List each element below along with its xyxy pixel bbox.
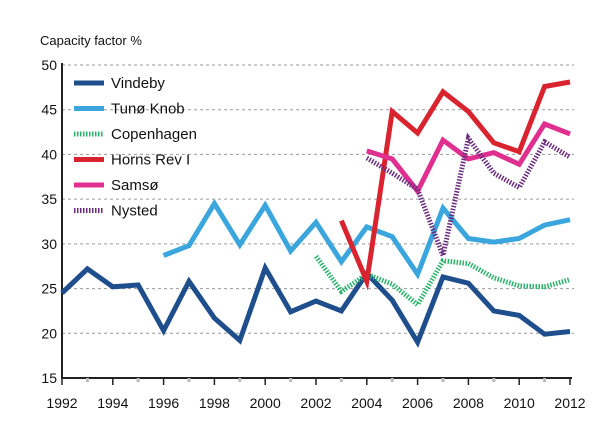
series-lines	[60, 79, 572, 348]
y-tick-label: 15	[41, 370, 57, 386]
x-tick-label: 2008	[453, 395, 484, 411]
x-tick-labels: 1992 1994 1996 1998 2000 2002 2004 2006 2008 2010…	[46, 395, 585, 411]
series-line-sams-	[366, 120, 571, 196]
x-tick-label: 2006	[402, 395, 433, 411]
legend-label: Nysted	[111, 203, 158, 220]
y-tick-label: 45	[41, 102, 57, 118]
series-line-horns-rev-i	[339, 79, 571, 291]
series-line-nysted	[365, 132, 572, 265]
series-line-vindeby	[60, 262, 571, 348]
legend-label: Vindeby	[111, 75, 165, 92]
x-tick-label: 2010	[504, 395, 535, 411]
legend-label: Tunø Knob	[111, 101, 185, 118]
x-tick-label: 2002	[300, 395, 331, 411]
y-tick-label: 25	[41, 281, 57, 297]
x-tick-label: 2000	[250, 395, 281, 411]
y-tick-label: 20	[41, 325, 57, 341]
y-tick-labels: 15 20 25 30 35 40 45 50	[41, 57, 57, 386]
legend-label: Horns Rev I	[111, 152, 190, 169]
y-axis-label: Capacity factor %	[40, 33, 142, 48]
x-tick-label: 1998	[199, 395, 230, 411]
series-line-tun-knob	[162, 198, 571, 280]
y-tick-label: 30	[41, 236, 57, 252]
series-line-copenhagen	[313, 254, 571, 309]
legend: Vindeby Tunø Knob Copenhagen Horns Rev I Sam…	[74, 75, 197, 220]
axes	[61, 63, 572, 385]
legend-label: Samsø	[111, 177, 159, 194]
y-tick-label: 35	[41, 191, 57, 207]
x-tick-label: 2012	[554, 395, 585, 411]
legend-label: Copenhagen	[111, 126, 197, 143]
y-tick-label: 50	[41, 57, 57, 73]
x-tick-label: 1992	[46, 395, 77, 411]
x-tick-label: 2004	[351, 395, 382, 411]
y-tick-label: 40	[41, 146, 57, 162]
x-tick-label: 1994	[97, 395, 128, 411]
x-tick-label: 1996	[148, 395, 179, 411]
